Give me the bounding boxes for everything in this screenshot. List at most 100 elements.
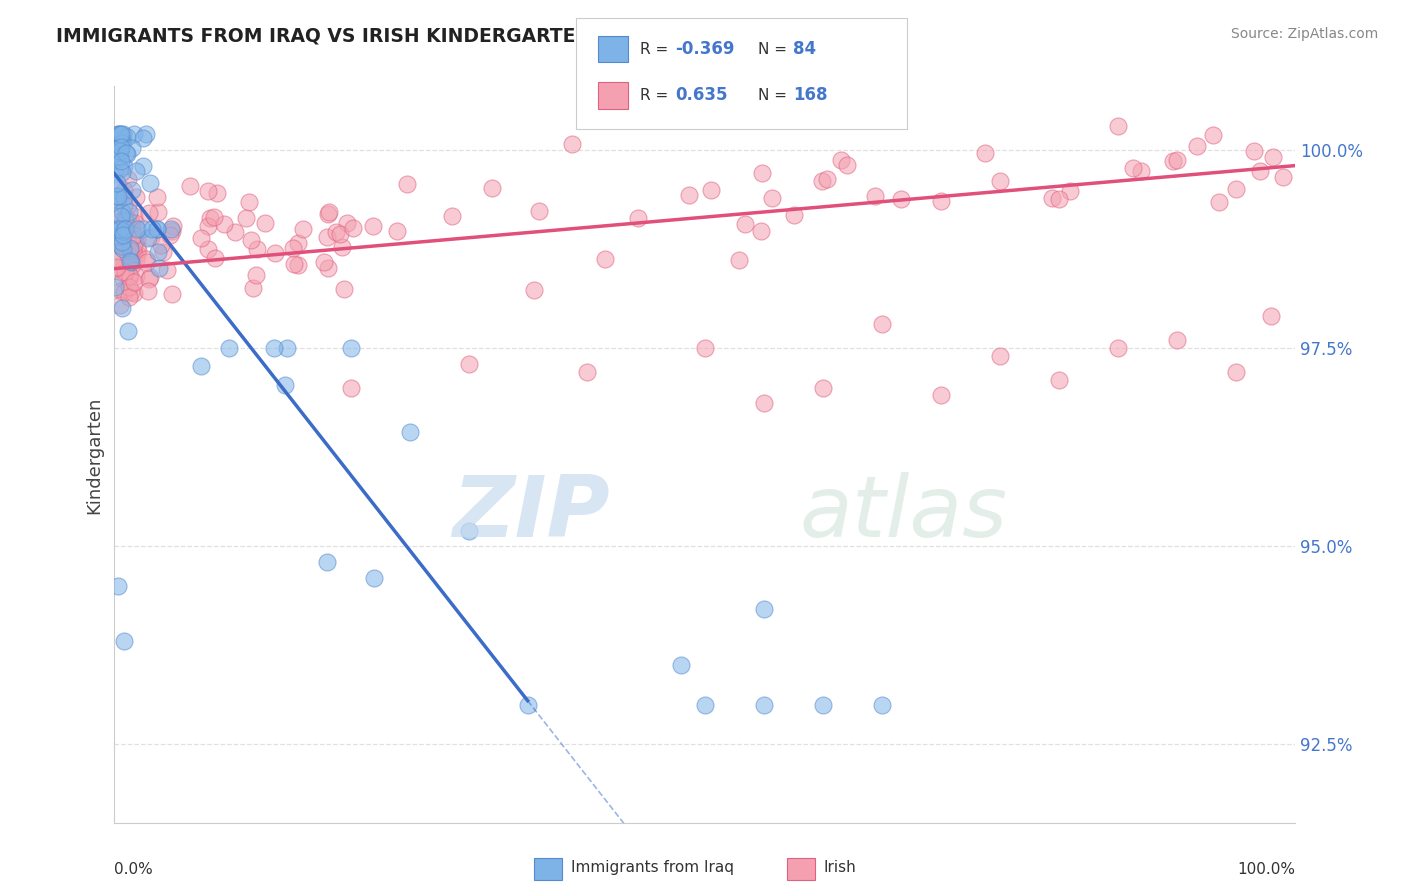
Point (136, 231, 159, 245)
Point (127, 241, 149, 255)
Point (108, 161, 131, 176)
Text: N =: N = (758, 88, 792, 103)
Point (575, 365, 598, 379)
Point (973, 146, 995, 161)
Point (125, 252, 148, 267)
Point (131, 222, 153, 236)
Point (110, 239, 132, 253)
Point (112, 271, 135, 285)
Point (112, 159, 135, 173)
Point (330, 240, 353, 254)
Point (830, 153, 852, 168)
Point (333, 282, 356, 296)
Point (749, 224, 772, 238)
Point (929, 194, 952, 209)
Point (314, 255, 336, 269)
Point (120, 255, 142, 269)
Point (162, 287, 184, 301)
Point (242, 281, 264, 295)
Point (120, 215, 142, 229)
Text: Source: ZipAtlas.com: Source: ZipAtlas.com (1230, 27, 1378, 41)
Point (112, 198, 135, 212)
Point (1225, 182, 1247, 196)
Point (145, 222, 167, 236)
Point (117, 324, 139, 338)
Point (108, 144, 131, 158)
Point (107, 233, 129, 247)
Point (516, 698, 538, 712)
Point (1166, 153, 1188, 167)
Point (112, 223, 135, 237)
Text: R =: R = (640, 42, 673, 56)
Point (117, 198, 139, 212)
Point (1107, 119, 1129, 133)
Point (336, 216, 359, 230)
Point (863, 188, 886, 202)
Point (124, 275, 146, 289)
Point (121, 141, 143, 155)
Point (752, 698, 775, 712)
Point (110, 284, 132, 298)
Point (1161, 154, 1184, 169)
Point (398, 425, 420, 439)
Text: 0.635: 0.635 (675, 87, 727, 104)
Point (122, 209, 145, 223)
Point (339, 380, 361, 394)
Point (1249, 164, 1271, 178)
Point (179, 179, 201, 194)
Point (815, 172, 838, 186)
Point (1130, 164, 1153, 178)
Point (110, 140, 132, 154)
Point (361, 219, 384, 234)
Point (523, 283, 546, 297)
Point (264, 245, 287, 260)
Point (111, 205, 134, 219)
Point (108, 251, 131, 265)
Text: 168: 168 (793, 87, 828, 104)
Point (118, 205, 141, 219)
Point (593, 252, 616, 267)
Point (104, 261, 127, 276)
Point (104, 201, 127, 215)
Point (127, 243, 149, 257)
Point (890, 192, 912, 206)
Point (156, 263, 179, 277)
Text: 0.0%: 0.0% (114, 863, 153, 877)
Point (132, 159, 155, 173)
Point (112, 634, 135, 648)
Point (114, 219, 136, 233)
Point (1059, 184, 1081, 198)
Point (669, 657, 692, 672)
Point (141, 222, 163, 236)
Point (138, 206, 160, 220)
Point (316, 230, 339, 244)
Point (112, 127, 135, 141)
Point (190, 359, 212, 374)
Point (870, 317, 893, 331)
Point (139, 270, 162, 285)
Point (105, 183, 128, 197)
Point (110, 223, 132, 237)
Point (114, 265, 136, 279)
Point (837, 158, 859, 172)
Point (325, 225, 347, 239)
Point (1202, 128, 1225, 142)
Point (115, 145, 138, 160)
Point (111, 242, 134, 256)
Point (283, 257, 305, 271)
Point (287, 235, 309, 250)
Point (108, 298, 131, 312)
Point (782, 209, 804, 223)
Point (122, 243, 145, 257)
Point (104, 165, 127, 179)
Point (107, 238, 129, 252)
Point (108, 145, 131, 160)
Point (105, 176, 128, 190)
Point (752, 602, 775, 616)
Point (122, 237, 145, 252)
Point (1047, 192, 1070, 206)
Y-axis label: Kindergarten: Kindergarten (86, 396, 103, 514)
Point (122, 127, 145, 141)
Point (204, 252, 226, 266)
Point (122, 286, 145, 301)
